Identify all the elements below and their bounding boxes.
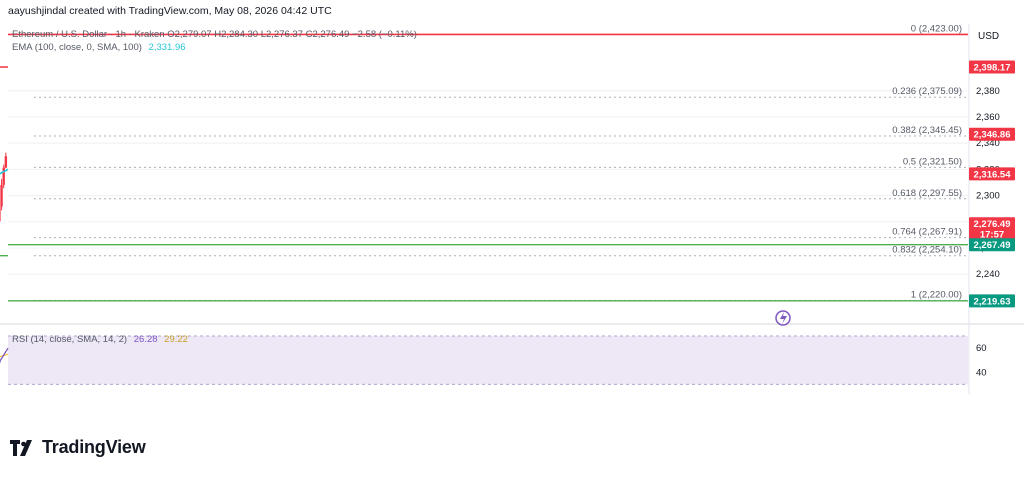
price-tag-label: 2,346.86: [974, 130, 1011, 141]
currency-label: USD: [978, 31, 1000, 42]
rsi-pane: [0, 335, 968, 385]
rsi-legend: RSI (14, close, SMA, 14, 2) 26.28 29.22: [12, 334, 188, 345]
price-tag-label: 2,276.49: [974, 219, 1011, 230]
rsi-ma-legend-value: 29.22: [164, 334, 188, 345]
price-tick-label: 2,340: [976, 138, 1000, 149]
symbol-line: Ethereum / U.S. Dollar · 1h · Kraken O2,…: [12, 29, 417, 40]
price-tag-label: 2,316.54: [974, 169, 1012, 180]
rsi-tick-label: 60: [976, 343, 987, 354]
fib-level-label: 1 (2,220.00): [911, 289, 962, 300]
trend-line-layer: [775, 310, 791, 326]
byline: aayushjindal created with TradingView.co…: [8, 5, 332, 17]
price-tag-box: [969, 127, 1015, 141]
fib-level-label: 0.832 (2,254.10): [892, 245, 962, 256]
price-tick-label: 2,380: [976, 86, 1000, 97]
price-tags: 2,398.172,346.862,316.542,276.4917:572,2…: [969, 60, 1015, 308]
tradingview-logo-icon: [10, 439, 32, 456]
price-series: [0, 152, 8, 222]
fib-level-label: 0.382 (2,345.45): [892, 125, 962, 136]
price-tag-box: [969, 238, 1015, 252]
candle-body: [0, 206, 1, 222]
candle-body: [2, 167, 5, 185]
rsi-band: [8, 336, 968, 385]
price-tag-box: [969, 167, 1015, 181]
price-tick-label: 2,240: [976, 269, 1000, 280]
price-tag-box: [969, 294, 1015, 308]
price-tag-label: 2,267.49: [974, 240, 1011, 251]
rsi-legend-name: RSI (14, close, SMA, 14, 2): [12, 334, 128, 345]
fib-level-label: 0 (2,423.00): [911, 23, 962, 34]
fib-level-label: 0.764 (2,267.91): [892, 227, 962, 238]
price-tick-label: 2,300: [976, 191, 1000, 202]
price-tag-box: [969, 60, 1015, 74]
price-tag-box: [969, 227, 1015, 241]
candle-body: [4, 156, 8, 168]
horizontal-levels: [0, 33, 968, 302]
ema-legend-name: EMA (100, close, 0, SMA, 100): [12, 42, 142, 53]
price-tick-label: 2,360: [976, 112, 1000, 123]
ema-legend-value: 2,331.96: [148, 42, 186, 53]
fib-levels: 0 (2,423.00) 0.236 (2,375.09) 0.382 (2,345…: [34, 23, 968, 301]
lightning-icon: [780, 312, 787, 324]
fib-level-label: 0.618 (2,297.55): [892, 188, 962, 199]
rsi-line: [0, 347, 9, 364]
fib-level-label: 0.236 (2,375.09): [892, 86, 962, 97]
tradingview-logo-text: TradingView: [42, 437, 146, 457]
price-tag-label: 2,219.63: [974, 296, 1011, 307]
candle-body: [0, 184, 3, 207]
rsi-tick-label: 40: [976, 367, 987, 378]
rsi-legend-value: 26.28: [133, 334, 158, 345]
price-tag-label: 17:57: [980, 230, 1004, 241]
price-tag-label: 2,398.17: [974, 62, 1011, 73]
tradingview-logo: TradingView: [10, 437, 146, 458]
ema-legend: EMA (100, close, 0, SMA, 100) 2,331.96: [12, 42, 186, 53]
fib-level-label: 0.5 (2,321.50): [903, 156, 962, 167]
price-tag-box: [969, 217, 1015, 231]
grid-layer: [0, 24, 1024, 394]
